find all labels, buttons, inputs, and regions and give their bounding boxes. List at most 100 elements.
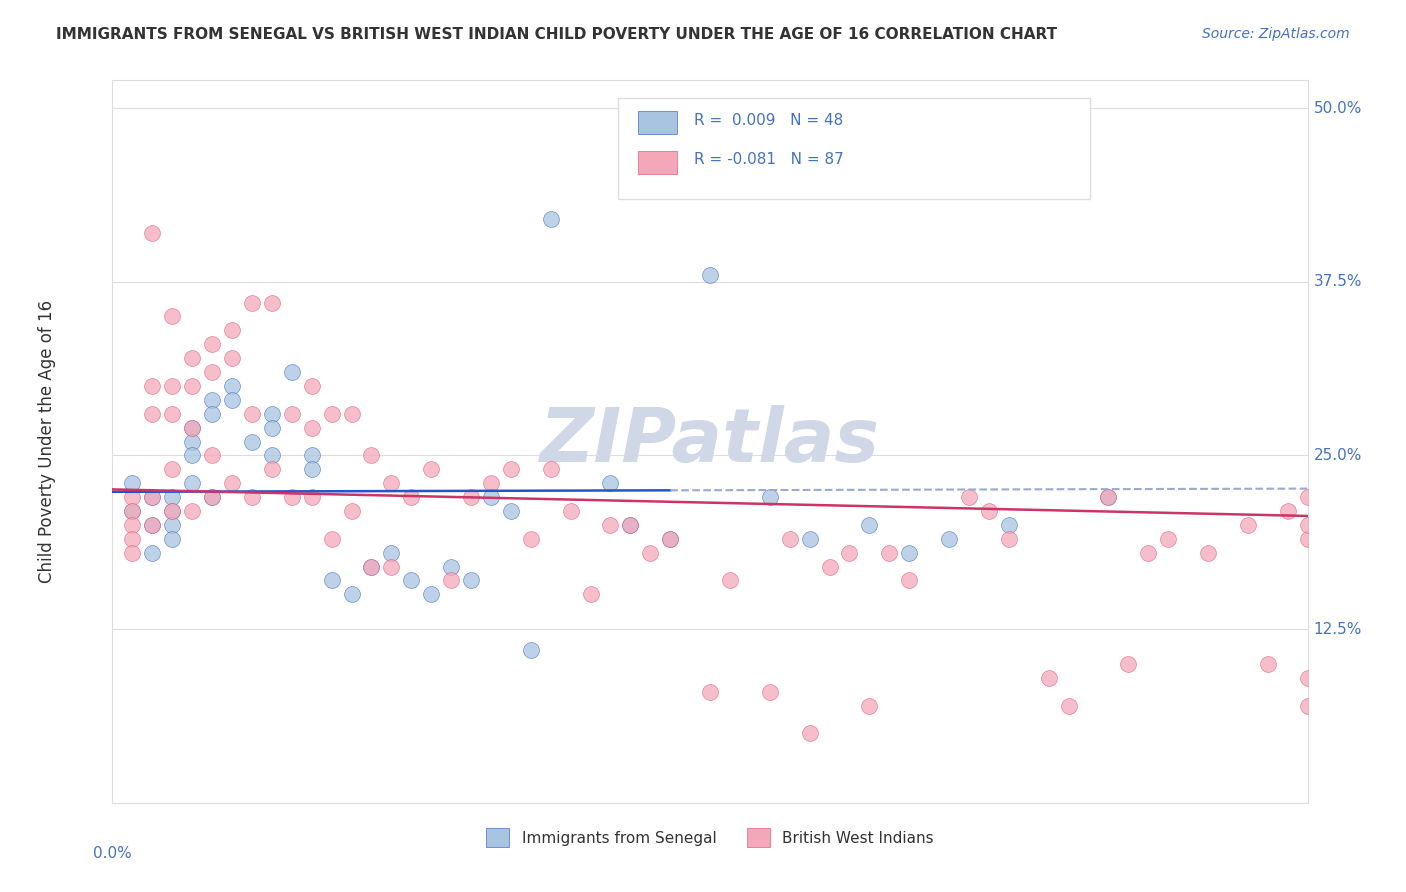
Point <box>380 559 402 574</box>
Point <box>121 532 143 546</box>
Point <box>640 546 662 560</box>
FancyBboxPatch shape <box>638 151 676 174</box>
Point <box>281 407 304 421</box>
Point <box>301 420 323 434</box>
Point <box>162 407 183 421</box>
Point <box>201 490 224 504</box>
Point <box>540 462 562 476</box>
Point <box>659 532 682 546</box>
Point <box>799 532 821 546</box>
Point <box>1296 517 1319 532</box>
Point <box>162 504 183 518</box>
Point <box>321 574 343 588</box>
Point <box>162 379 183 393</box>
Point <box>957 490 980 504</box>
Point <box>499 462 522 476</box>
Point <box>579 587 602 601</box>
Point <box>977 504 1000 518</box>
Point <box>401 574 423 588</box>
Point <box>121 490 143 504</box>
Point <box>520 643 543 657</box>
Point <box>699 684 721 698</box>
Point <box>260 449 283 463</box>
Point <box>759 490 782 504</box>
Point <box>141 407 163 421</box>
Point <box>938 532 960 546</box>
Point <box>1118 657 1140 671</box>
Text: R = -0.081   N = 87: R = -0.081 N = 87 <box>695 153 844 168</box>
Point <box>201 392 224 407</box>
Point <box>221 323 243 337</box>
Point <box>181 476 204 491</box>
Point <box>479 490 502 504</box>
Point <box>121 504 143 518</box>
Point <box>221 392 243 407</box>
Point <box>181 504 204 518</box>
Point <box>201 365 224 379</box>
Point <box>181 434 204 449</box>
Point <box>162 517 183 532</box>
Text: 37.5%: 37.5% <box>1313 274 1362 289</box>
FancyBboxPatch shape <box>619 98 1090 200</box>
Point <box>1296 698 1319 713</box>
Point <box>1157 532 1180 546</box>
Point <box>141 379 163 393</box>
Point <box>340 407 363 421</box>
Point <box>1296 532 1319 546</box>
Point <box>201 449 224 463</box>
Point <box>281 365 304 379</box>
Text: 25.0%: 25.0% <box>1313 448 1362 463</box>
Point <box>260 295 283 310</box>
Point <box>360 559 382 574</box>
Point <box>401 490 423 504</box>
Point <box>440 559 463 574</box>
Text: Source: ZipAtlas.com: Source: ZipAtlas.com <box>1202 27 1350 41</box>
Point <box>201 407 224 421</box>
Point <box>858 698 880 713</box>
Point <box>221 476 243 491</box>
Text: 12.5%: 12.5% <box>1313 622 1362 637</box>
Text: R =  0.009   N = 48: R = 0.009 N = 48 <box>695 112 844 128</box>
Point <box>360 449 382 463</box>
Point <box>301 462 323 476</box>
Point <box>321 532 343 546</box>
Point <box>162 532 183 546</box>
Point <box>181 379 204 393</box>
Point <box>162 504 183 518</box>
Point <box>619 517 641 532</box>
Point <box>599 476 621 491</box>
Point <box>380 546 402 560</box>
Text: IMMIGRANTS FROM SENEGAL VS BRITISH WEST INDIAN CHILD POVERTY UNDER THE AGE OF 16: IMMIGRANTS FROM SENEGAL VS BRITISH WEST … <box>56 27 1057 42</box>
Point <box>1197 546 1219 560</box>
Point <box>121 546 143 560</box>
Point <box>201 490 224 504</box>
Point <box>619 517 641 532</box>
Point <box>1038 671 1060 685</box>
Point <box>260 407 283 421</box>
Point <box>759 684 782 698</box>
Point <box>162 310 183 324</box>
Point <box>260 462 283 476</box>
Point <box>141 517 163 532</box>
FancyBboxPatch shape <box>638 112 676 135</box>
Point <box>240 434 263 449</box>
Point <box>321 407 343 421</box>
Point <box>181 449 204 463</box>
Legend: Immigrants from Senegal, British West Indians: Immigrants from Senegal, British West In… <box>481 822 939 853</box>
Point <box>858 517 880 532</box>
Point <box>898 546 921 560</box>
Point <box>520 532 543 546</box>
Point <box>998 517 1021 532</box>
Point <box>141 226 163 240</box>
Point <box>420 587 443 601</box>
Point <box>240 490 263 504</box>
Point <box>659 532 682 546</box>
Point <box>420 462 443 476</box>
Point <box>998 532 1021 546</box>
Text: ZIPatlas: ZIPatlas <box>540 405 880 478</box>
Point <box>1237 517 1260 532</box>
Point <box>201 337 224 351</box>
Point <box>240 407 263 421</box>
Point <box>121 517 143 532</box>
Point <box>181 351 204 366</box>
